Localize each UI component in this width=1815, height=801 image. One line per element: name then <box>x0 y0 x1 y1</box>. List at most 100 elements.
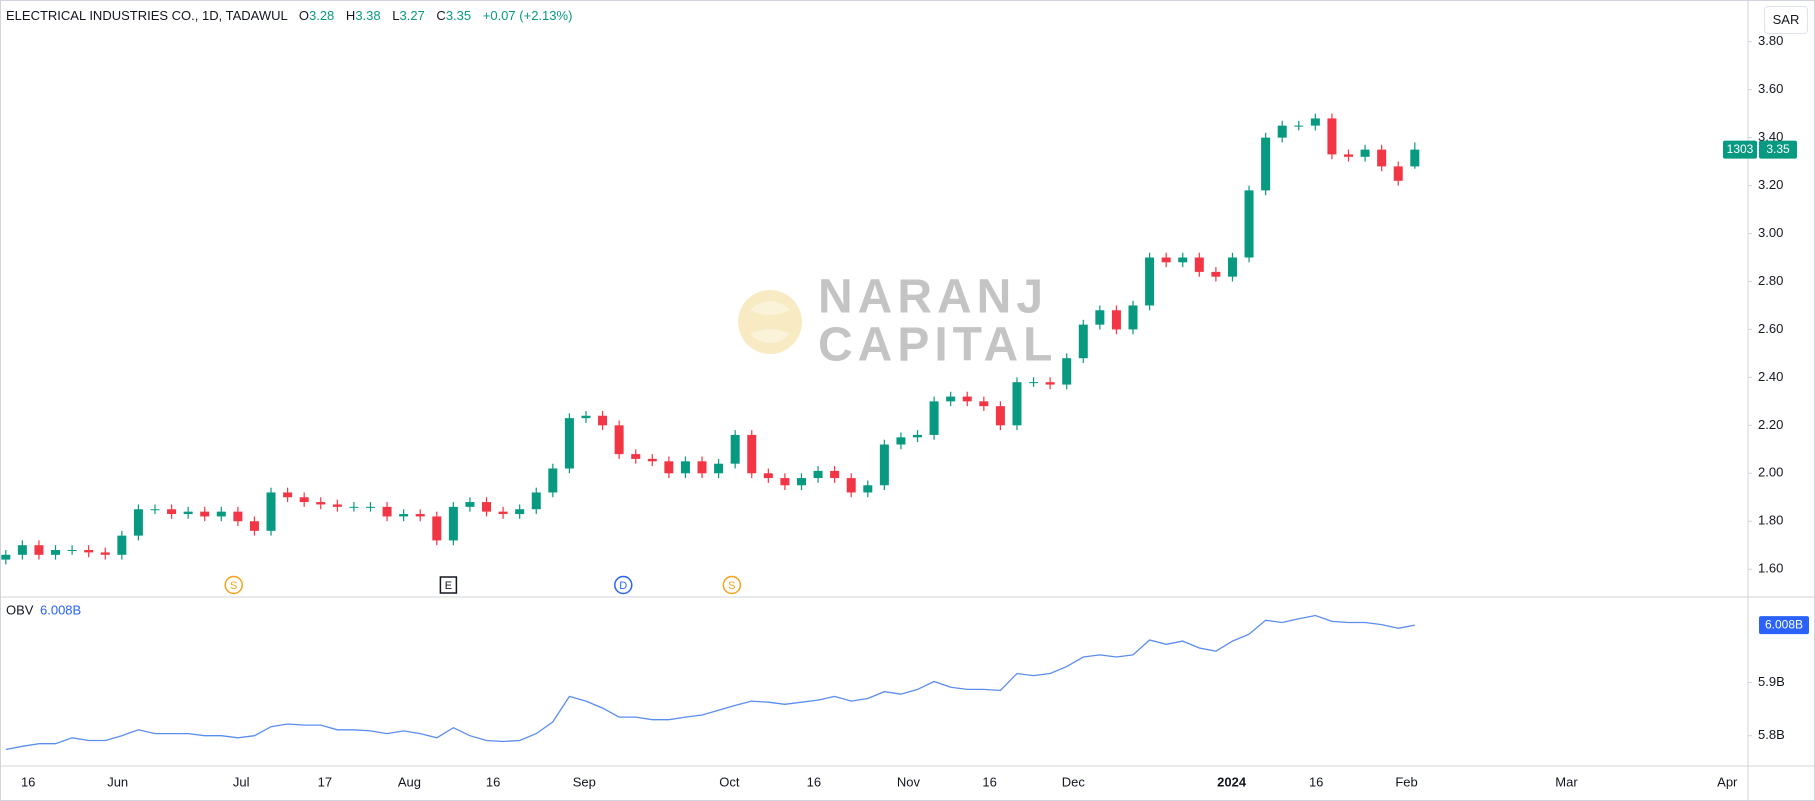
candle-body <box>100 552 110 555</box>
event-label: S <box>728 580 735 592</box>
indicator-badge <box>1759 616 1809 635</box>
symbol-badge-label: 1303 <box>1727 142 1754 156</box>
ohlc-key: C <box>436 8 446 23</box>
candle-body <box>962 396 972 402</box>
candle-body <box>1327 118 1337 155</box>
candle-body <box>879 444 889 486</box>
candle-body <box>647 458 657 462</box>
candle-body <box>1029 382 1039 384</box>
candle-body <box>465 502 475 507</box>
candle-body <box>299 497 309 503</box>
currency-button[interactable]: SAR <box>1764 6 1808 34</box>
ohlc-value: 3.28 <box>308 8 335 23</box>
candle-body <box>1294 125 1304 127</box>
x-tick-label: 16 <box>486 774 500 789</box>
candle-body <box>796 478 806 486</box>
candle-body <box>349 506 359 508</box>
candle-body <box>266 492 276 531</box>
candle-body <box>1393 166 1403 181</box>
candle-body <box>216 511 226 517</box>
candle-body <box>697 461 707 474</box>
candle-body <box>233 511 243 522</box>
candle-body <box>929 401 939 435</box>
symbol-header: ELECTRICAL INDUSTRIES CO., 1D, TADAWUL O… <box>6 8 572 23</box>
candle-body <box>979 401 989 407</box>
x-tick-label: 16 <box>807 774 821 789</box>
x-tick-label: Feb <box>1395 774 1417 789</box>
x-tick-label: Dec <box>1062 774 1086 789</box>
candle-body <box>1410 149 1420 167</box>
indicator-value: 6.008B <box>40 602 81 617</box>
candle-body <box>813 470 823 479</box>
candle-body <box>432 516 442 541</box>
candle-body <box>680 461 690 474</box>
candle-body <box>1261 137 1271 191</box>
candle-body <box>1244 190 1254 258</box>
candle-body <box>117 535 127 555</box>
ohlc-value: 3.27 <box>399 8 425 23</box>
candle-body <box>714 463 724 474</box>
indicator-line <box>5 614 1415 751</box>
candle-body <box>863 485 873 493</box>
x-tick-label: 16 <box>982 774 996 789</box>
candle-body <box>1161 257 1171 263</box>
candle-body <box>747 434 757 474</box>
change-percent: (+2.13%) <box>519 8 573 23</box>
candle-body <box>946 396 956 402</box>
candle-body <box>1227 257 1237 277</box>
x-tick-label: 2024 <box>1217 774 1247 789</box>
candle-body <box>1310 118 1320 126</box>
candle-body <box>1128 305 1138 330</box>
candle-body <box>1 554 11 560</box>
candle-body <box>564 418 574 469</box>
event-label: S <box>230 580 237 592</box>
candle-body <box>531 492 541 510</box>
indicator-badge-label: 6.008B <box>1765 617 1803 631</box>
y-tick-label: 2.40 <box>1758 369 1783 384</box>
y-tick-label: 3.20 <box>1758 177 1783 192</box>
candle-body <box>896 437 906 445</box>
candle-body <box>664 461 674 474</box>
watermark-logo <box>738 290 802 354</box>
candle-body <box>581 415 591 419</box>
symbol-badge <box>1723 140 1757 159</box>
x-tick-label: Aug <box>398 774 421 789</box>
candle-body <box>249 521 259 531</box>
ohlc-key: L <box>392 8 400 23</box>
y-tick-label: 3.40 <box>1758 129 1783 144</box>
candle-body <box>498 511 508 515</box>
watermark-logo-swirl <box>750 301 790 343</box>
candle-body <box>399 514 409 517</box>
candle-body <box>1277 125 1287 138</box>
x-tick-label: Mar <box>1555 774 1578 789</box>
watermark: CAPITAL <box>818 319 1057 372</box>
candle-body <box>133 509 143 536</box>
price-badge <box>1759 140 1797 159</box>
event-label: D <box>619 580 627 592</box>
y-tick-label: 2.00 <box>1758 465 1783 480</box>
candle-body <box>1145 257 1155 306</box>
candle-body <box>598 415 608 426</box>
candle-body <box>84 550 94 553</box>
x-tick-label: 16 <box>21 774 35 789</box>
y-tick-label: 2.80 <box>1758 273 1783 288</box>
candle-body <box>316 502 326 505</box>
y-tick-label: 3.80 <box>1758 33 1783 48</box>
candle-body <box>1111 310 1121 330</box>
candle-body <box>183 511 193 515</box>
candle-body <box>780 478 790 486</box>
candle-body <box>382 506 392 517</box>
candle-body <box>150 509 160 511</box>
candle-body <box>283 492 293 498</box>
candle-body <box>1194 257 1204 272</box>
candle-body <box>34 545 44 555</box>
x-tick-label: 16 <box>1309 774 1323 789</box>
candle-body <box>332 504 342 507</box>
candle-body <box>846 478 856 493</box>
event-marker <box>439 576 458 594</box>
x-tick-label: Jul <box>233 774 250 789</box>
candle-body <box>1095 310 1105 325</box>
candle-body <box>730 434 740 464</box>
